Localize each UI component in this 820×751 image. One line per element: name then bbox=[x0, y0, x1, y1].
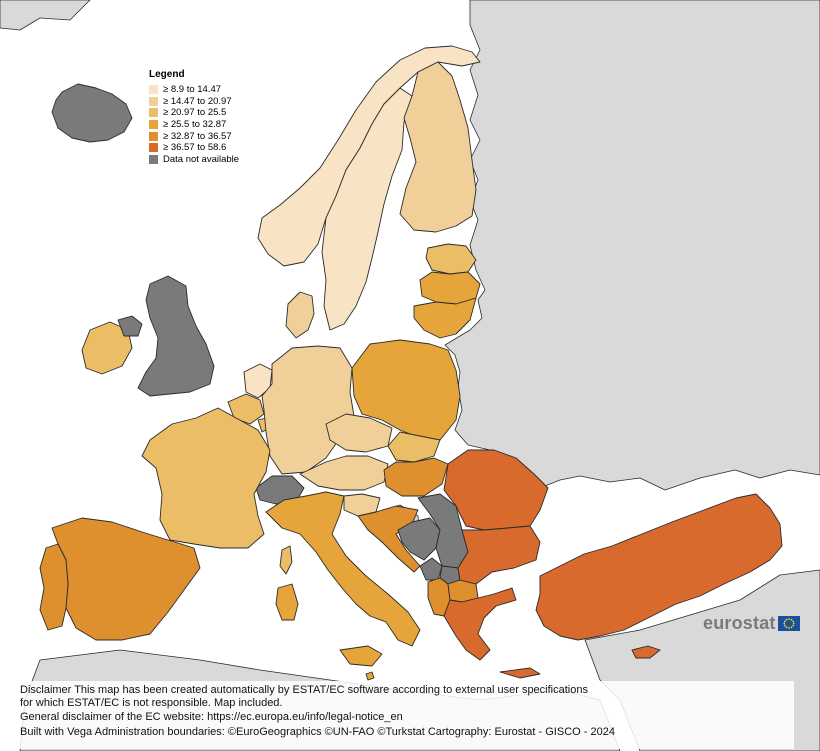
legend-swatch bbox=[149, 154, 158, 164]
disclaimer-line-1: Disclaimer This map has been created aut… bbox=[20, 684, 588, 696]
legend-item: ≥ 14.47 to 20.97 bbox=[149, 96, 289, 108]
country-hungary[interactable]: Hungary bbox=[383, 457, 449, 497]
country-greece-crete: Greece bbox=[499, 667, 541, 679]
country-italy-sardinia: Italy bbox=[275, 583, 299, 621]
country-latvia[interactable]: Latvia bbox=[419, 271, 481, 305]
eurostat-logo: eurostat bbox=[703, 613, 800, 633]
logo-text: eurostat bbox=[703, 613, 776, 633]
country-montenegro[interactable]: Montenegro bbox=[419, 557, 443, 581]
legend-swatch bbox=[149, 96, 158, 106]
eu-flag-icon bbox=[777, 615, 800, 631]
disclaimer-line-4: Built with Vega Administration boundarie… bbox=[20, 726, 615, 738]
legend-swatch bbox=[149, 131, 158, 141]
disclaimer: Disclaimer This map has been created aut… bbox=[14, 681, 794, 749]
country-slovakia[interactable]: Slovakia bbox=[387, 431, 441, 463]
legend-item: ≥ 36.57 to 58.6 bbox=[149, 142, 289, 154]
country-malta[interactable]: Malta bbox=[365, 671, 375, 681]
disclaimer-line-2: for which ESTAT/EC is not responsible. M… bbox=[20, 697, 283, 709]
country-switzerland[interactable]: Switzerland bbox=[255, 475, 305, 505]
legend-item: ≥ 25.5 to 32.87 bbox=[149, 119, 289, 131]
legend-label: ≥ 25.5 to 32.87 bbox=[163, 119, 227, 131]
legend-item: ≥ 32.87 to 36.57 bbox=[149, 130, 289, 142]
legend-label: ≥ 32.87 to 36.57 bbox=[163, 130, 232, 142]
country-italy-sicily: Italy bbox=[339, 645, 383, 667]
country-cyprus[interactable]: Cyprus bbox=[631, 645, 661, 659]
countries: Iceland Norway Sweden Finland Estonia La… bbox=[39, 45, 783, 681]
legend: Legend ≥ 8.9 to 14.47 ≥ 14.47 to 20.97 ≥ 2… bbox=[149, 69, 289, 165]
country-portugal[interactable]: Portugal bbox=[39, 543, 69, 631]
country-italy[interactable]: Italy bbox=[265, 491, 421, 647]
country-denmark[interactable]: Denmark bbox=[285, 291, 315, 339]
country-greece[interactable]: Greece bbox=[443, 587, 517, 661]
legend-swatch bbox=[149, 143, 158, 153]
country-turkiye[interactable]: Türkiye bbox=[535, 493, 783, 641]
country-france[interactable]: France bbox=[141, 407, 271, 549]
legend-label: ≥ 20.97 to 25.5 bbox=[163, 107, 227, 119]
country-france-corsica: France bbox=[279, 545, 293, 575]
legend-item: ≥ 20.97 to 25.5 bbox=[149, 107, 289, 119]
country-poland[interactable]: Poland bbox=[351, 339, 461, 441]
country-sweden[interactable]: Sweden bbox=[321, 87, 413, 331]
country-ireland[interactable]: Ireland bbox=[81, 321, 133, 375]
legend-rows: ≥ 8.9 to 14.47 ≥ 14.47 to 20.97 ≥ 20.97 to… bbox=[149, 84, 289, 165]
legend-item: ≥ 8.9 to 14.47 bbox=[149, 84, 289, 96]
legend-swatch bbox=[149, 85, 158, 95]
legend-swatch bbox=[149, 108, 158, 118]
country-iceland[interactable]: Iceland bbox=[51, 83, 133, 143]
legend-item: Data not available bbox=[149, 154, 289, 166]
legend-label: Data not available bbox=[163, 153, 240, 165]
country-uk-ni: United Kingdom bbox=[117, 315, 143, 337]
legend-title: Legend bbox=[149, 69, 185, 80]
country-croatia[interactable]: Croatia bbox=[357, 505, 421, 573]
country-uk[interactable]: United Kingdom bbox=[137, 275, 215, 397]
country-germany[interactable]: Germany bbox=[261, 345, 355, 475]
legend-label: ≥ 14.47 to 20.97 bbox=[163, 95, 232, 107]
country-finland[interactable]: Finland bbox=[399, 61, 477, 233]
country-lithuania[interactable]: Lithuania bbox=[413, 297, 477, 339]
legend-label: ≥ 36.57 to 58.6 bbox=[163, 142, 227, 154]
disclaimer-line-3: General disclaimer of the EC website: ht… bbox=[20, 711, 403, 723]
legend-label: ≥ 8.9 to 14.47 bbox=[163, 84, 222, 96]
country-romania[interactable]: Romania bbox=[443, 449, 549, 531]
country-bulgaria[interactable]: Bulgaria bbox=[457, 525, 541, 585]
legend-swatch bbox=[149, 120, 158, 130]
